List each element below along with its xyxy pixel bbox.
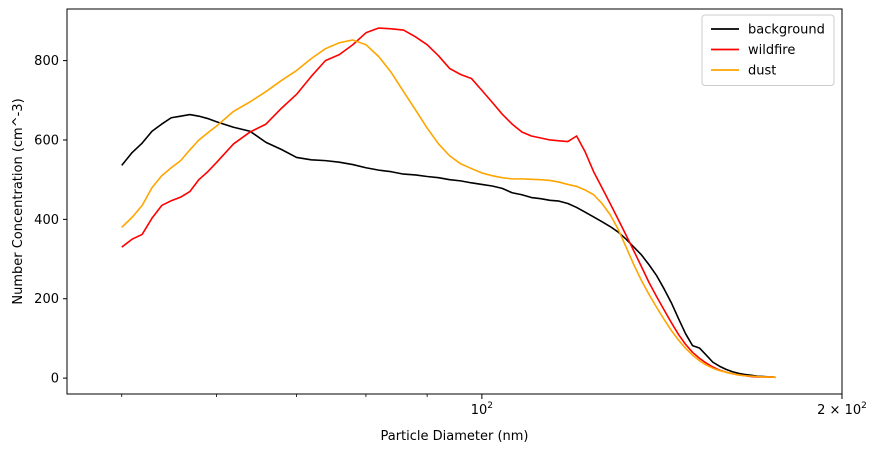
y-tick-label: 0 [51, 372, 59, 387]
y-tick-label: 200 [34, 292, 59, 307]
x-tick-label: 2 × 102 [817, 401, 867, 418]
legend-label-wildfire: wildfire [748, 43, 795, 58]
series-layer [121, 27, 776, 379]
y-tick-label: 800 [34, 54, 59, 69]
y-axis: 0 200 400 600 800 [34, 54, 67, 387]
legend-label-background: background [748, 23, 825, 38]
legend-box [701, 14, 835, 86]
series-line-wildfire [121, 27, 776, 379]
x-axis: 102 2 × 102 [121, 394, 867, 418]
legend: background wildfire dust [701, 14, 835, 86]
y-tick-label: 600 [34, 133, 59, 148]
y-tick-label: 400 [34, 213, 59, 228]
series-line-background [121, 113, 776, 379]
x-tick-label: 102 [471, 401, 493, 418]
x-axis-label: Particle Diameter (nm) [380, 429, 528, 444]
plot-frame [66, 8, 843, 395]
y-axis-label: Number Concentration (cm^-3) [11, 98, 26, 304]
series-line-dust [121, 39, 776, 379]
legend-label-dust: dust [748, 64, 776, 79]
